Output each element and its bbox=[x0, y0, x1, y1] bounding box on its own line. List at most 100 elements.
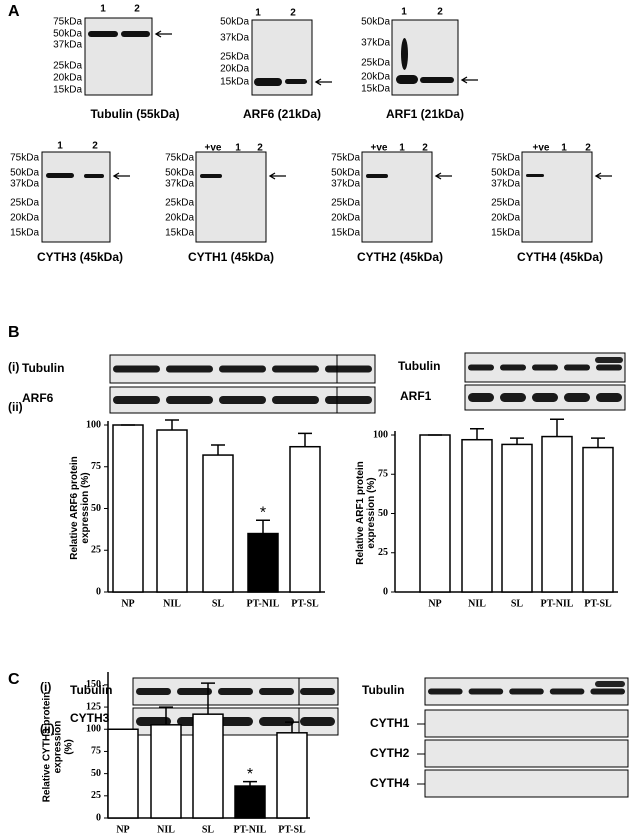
bar bbox=[247, 532, 279, 593]
marker-label: 75kDa bbox=[331, 153, 360, 164]
y-axis-label: Relative CYTH3 protein expression (%) bbox=[42, 692, 75, 803]
band bbox=[272, 396, 319, 404]
lane-label: 2 bbox=[290, 8, 296, 19]
sub-label: (i) bbox=[8, 360, 19, 374]
x-tick-label: NP bbox=[428, 598, 441, 609]
panel-label: C bbox=[8, 671, 20, 688]
lane-label: 2 bbox=[134, 4, 140, 15]
band bbox=[88, 31, 118, 37]
band bbox=[300, 717, 335, 726]
band bbox=[590, 688, 625, 695]
x-tick-label: SL bbox=[212, 598, 225, 609]
blot-label: Tubulin bbox=[70, 683, 112, 697]
band bbox=[428, 688, 463, 695]
y-axis-label-line: (%) bbox=[64, 739, 75, 755]
band bbox=[254, 78, 282, 86]
band bbox=[564, 393, 590, 402]
y-axis-label: Relative ARF6 protein expression (%) bbox=[69, 456, 91, 560]
marker-label: 37kDa bbox=[165, 179, 194, 190]
error-bar bbox=[211, 444, 225, 456]
arrow bbox=[314, 78, 332, 86]
marker-label: 15kDa bbox=[10, 228, 39, 239]
band bbox=[84, 174, 104, 178]
bar bbox=[541, 435, 573, 593]
marker-label: 25kDa bbox=[491, 198, 520, 209]
band bbox=[166, 365, 213, 373]
blot bbox=[195, 151, 267, 243]
x-tick-label: PT-NIL bbox=[247, 598, 280, 609]
blot-caption: CYTH3 (45kDa) bbox=[37, 250, 123, 264]
band bbox=[509, 688, 544, 695]
marker-label: 50kDa bbox=[331, 168, 360, 179]
band bbox=[526, 174, 544, 177]
marker-label: 37kDa bbox=[220, 33, 249, 44]
y-tick-label: 100 bbox=[86, 419, 101, 430]
bar bbox=[107, 728, 139, 819]
y-axis-label-line: Relative ARF6 protein bbox=[69, 456, 80, 560]
bar bbox=[289, 445, 321, 593]
marker-label: 15kDa bbox=[220, 77, 249, 88]
marker-label: 15kDa bbox=[491, 228, 520, 239]
blot-label: Tubulin bbox=[22, 361, 64, 375]
blot-caption: ARF1 (21kDa) bbox=[386, 107, 464, 121]
lane-label: 2 bbox=[585, 143, 591, 154]
x-tick-label: NIL bbox=[468, 598, 486, 609]
band bbox=[200, 174, 222, 178]
x-tick-label: PT-SL bbox=[584, 598, 612, 609]
y-tick-label: 75 bbox=[91, 461, 101, 472]
marker-label: 37kDa bbox=[361, 38, 390, 49]
band bbox=[596, 393, 622, 402]
arrow bbox=[460, 76, 478, 84]
blot-label: ARF6 bbox=[22, 391, 54, 405]
y-tick-label: 150 bbox=[86, 679, 101, 690]
y-tick-label: 0 bbox=[96, 812, 101, 823]
y-tick-label: 25 bbox=[91, 790, 101, 801]
band bbox=[595, 681, 625, 687]
lane-label: 1 bbox=[255, 8, 261, 19]
lane-label: 2 bbox=[437, 7, 443, 18]
y-tick-label: 125 bbox=[86, 701, 101, 712]
marker-label: 20kDa bbox=[220, 64, 249, 75]
bar bbox=[501, 443, 533, 593]
marker-label: 50kDa bbox=[361, 17, 390, 28]
lane-label: 1 bbox=[561, 143, 567, 154]
blot-caption: CYTH2 (45kDa) bbox=[357, 250, 443, 264]
error-bar bbox=[591, 437, 605, 448]
blot-label: Tubulin bbox=[362, 683, 404, 697]
marker-label: 15kDa bbox=[361, 84, 390, 95]
blot-strip bbox=[424, 709, 629, 738]
annotation: * bbox=[247, 766, 253, 783]
bar bbox=[461, 438, 493, 593]
band bbox=[136, 717, 171, 726]
error-bar bbox=[159, 706, 173, 725]
marker-label: 50kDa bbox=[53, 29, 82, 40]
y-tick-label: 75 bbox=[378, 469, 388, 480]
marker-label: 25kDa bbox=[220, 52, 249, 63]
y-tick-label: 50 bbox=[378, 508, 388, 519]
bar bbox=[202, 454, 234, 593]
band bbox=[218, 688, 253, 695]
y-axis-label-line: expression bbox=[53, 721, 64, 774]
bar bbox=[156, 429, 188, 593]
band bbox=[468, 688, 504, 695]
error-bar bbox=[510, 437, 524, 445]
x-tick-label: PT-NIL bbox=[234, 824, 267, 835]
marker-label: 20kDa bbox=[10, 213, 39, 224]
blot-label: CYTH4 bbox=[370, 776, 410, 790]
marker-label: 15kDa bbox=[53, 85, 82, 96]
band bbox=[177, 688, 212, 695]
band bbox=[219, 365, 266, 373]
lane-label: +ve bbox=[205, 143, 222, 154]
marker-label: 15kDa bbox=[165, 228, 194, 239]
band bbox=[259, 717, 294, 726]
band bbox=[325, 365, 372, 373]
x-tick-label: NP bbox=[121, 598, 134, 609]
marker-label: 25kDa bbox=[165, 198, 194, 209]
band bbox=[218, 717, 253, 726]
marker-label: 50kDa bbox=[220, 17, 249, 28]
lane-label: +ve bbox=[371, 143, 388, 154]
sub-label: (i) bbox=[40, 680, 51, 694]
lane-label: 2 bbox=[92, 141, 98, 152]
blot bbox=[84, 17, 153, 96]
blot-label: Tubulin bbox=[398, 359, 440, 373]
